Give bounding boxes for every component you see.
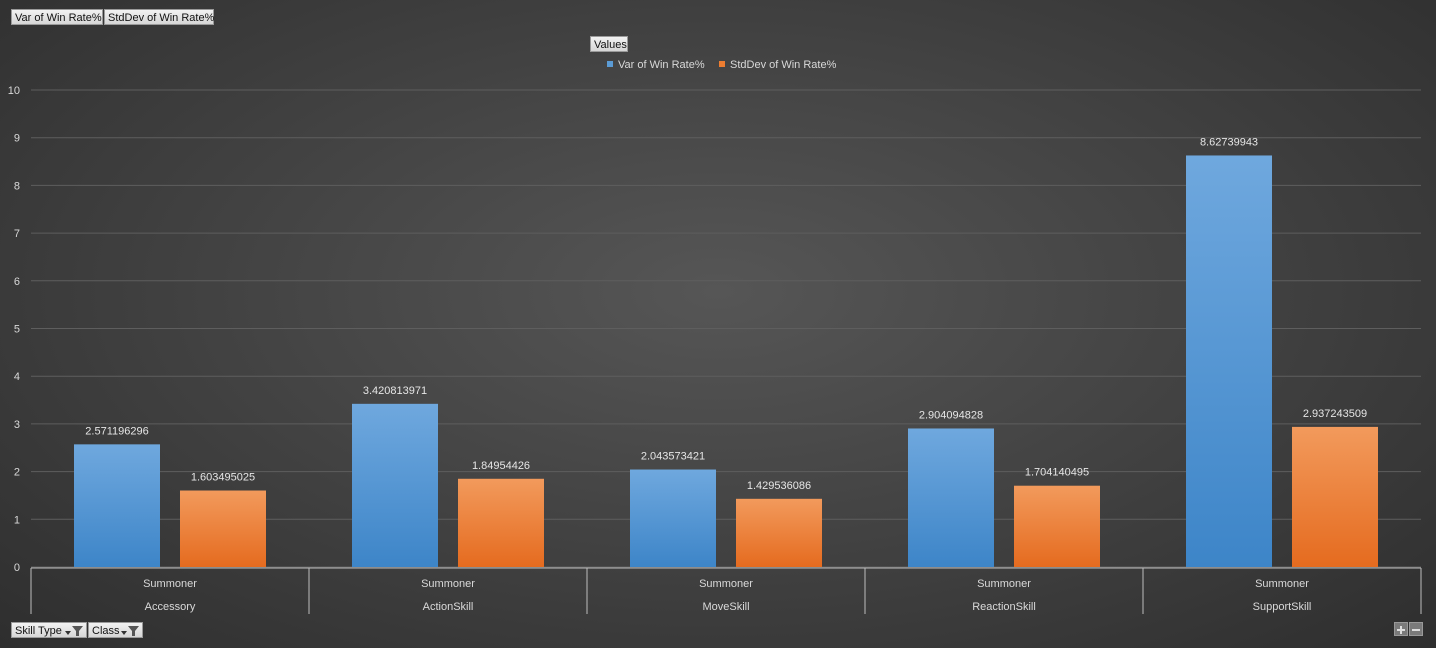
y-tick-label: 5 <box>14 324 20 336</box>
stddev-bar <box>1014 485 1100 567</box>
data-labels: 2.571196296 3.420813971 2.043573421 2.90409… <box>85 136 1367 491</box>
data-label: 3.420813971 <box>363 385 427 397</box>
x-outer-category-label: MoveSkill <box>702 601 749 613</box>
skill-type-label: Skill Type <box>15 625 62 637</box>
zoom-in-button[interactable] <box>1394 622 1408 636</box>
y-tick-label: 7 <box>14 228 20 240</box>
var-bar <box>74 444 160 567</box>
x-outer-category-label: Accessory <box>145 601 196 613</box>
data-label: 1.704140495 <box>1025 467 1089 479</box>
y-tick-label: 9 <box>14 133 20 145</box>
data-label: 2.571196296 <box>85 425 148 437</box>
legend-swatch <box>607 61 613 67</box>
var-win-rate-field-button[interactable]: Var of Win Rate% <box>11 9 103 25</box>
stddev-bar <box>1292 426 1378 567</box>
var-bar <box>1186 155 1272 567</box>
data-label: 2.937243509 <box>1303 408 1367 420</box>
var-bar <box>630 469 716 567</box>
data-label: 1.84954426 <box>472 460 530 472</box>
y-tick-label: 10 <box>8 85 20 97</box>
stddev-bar <box>736 498 822 567</box>
var-bar <box>352 403 438 567</box>
stddev-bar <box>180 490 266 567</box>
data-label: 8.62739943 <box>1200 136 1258 148</box>
data-label: 1.429536086 <box>747 480 811 492</box>
x-outer-category-label: SupportSkill <box>1253 601 1312 613</box>
filter-icon <box>121 626 139 636</box>
stddev-win-rate-field-button[interactable]: StdDev of Win Rate% <box>104 9 214 25</box>
stddev-bar <box>458 478 544 567</box>
x-inner-category-label: Summoner <box>699 578 753 590</box>
zoom-out-button[interactable] <box>1409 622 1423 636</box>
legend-entry: Var of Win Rate% <box>618 59 705 71</box>
legend-swatch <box>719 61 725 67</box>
legend: Var of Win Rate% StdDev of Win Rate% <box>607 59 837 71</box>
x-inner-category-label: Summoner <box>1255 578 1309 590</box>
plus-icon <box>1397 626 1405 634</box>
data-label: 2.043573421 <box>641 451 705 463</box>
minus-icon <box>1412 629 1420 631</box>
var-bar <box>908 428 994 567</box>
x-inner-category-label: Summoner <box>421 578 475 590</box>
y-axis-ticks: 0 1 2 3 4 5 6 7 8 9 10 <box>8 85 20 574</box>
y-tick-label: 8 <box>14 180 20 192</box>
y-tick-label: 1 <box>14 514 20 526</box>
x-inner-category-label: Summoner <box>977 578 1031 590</box>
class-filter-button[interactable]: Class <box>88 622 143 638</box>
y-tick-label: 0 <box>14 562 20 574</box>
legend-entry: StdDev of Win Rate% <box>730 59 837 71</box>
data-label: 1.603495025 <box>191 472 255 484</box>
class-label: Class <box>92 625 120 637</box>
skill-type-filter-button[interactable]: Skill Type <box>11 622 87 638</box>
data-label: 2.904094828 <box>919 409 983 421</box>
values-field-button[interactable]: Values <box>590 36 628 52</box>
x-outer-category-label: ReactionSkill <box>972 601 1036 613</box>
x-axis: Summoner Accessory Summoner ActionSkill Summ… <box>30 567 1422 614</box>
filter-icon <box>65 626 83 636</box>
x-outer-category-label: ActionSkill <box>423 601 474 613</box>
y-tick-label: 6 <box>14 276 20 288</box>
bars <box>74 155 1378 567</box>
y-tick-label: 4 <box>14 371 20 383</box>
y-tick-label: 3 <box>14 419 20 431</box>
y-tick-label: 2 <box>14 467 20 479</box>
x-inner-category-label: Summoner <box>143 578 197 590</box>
